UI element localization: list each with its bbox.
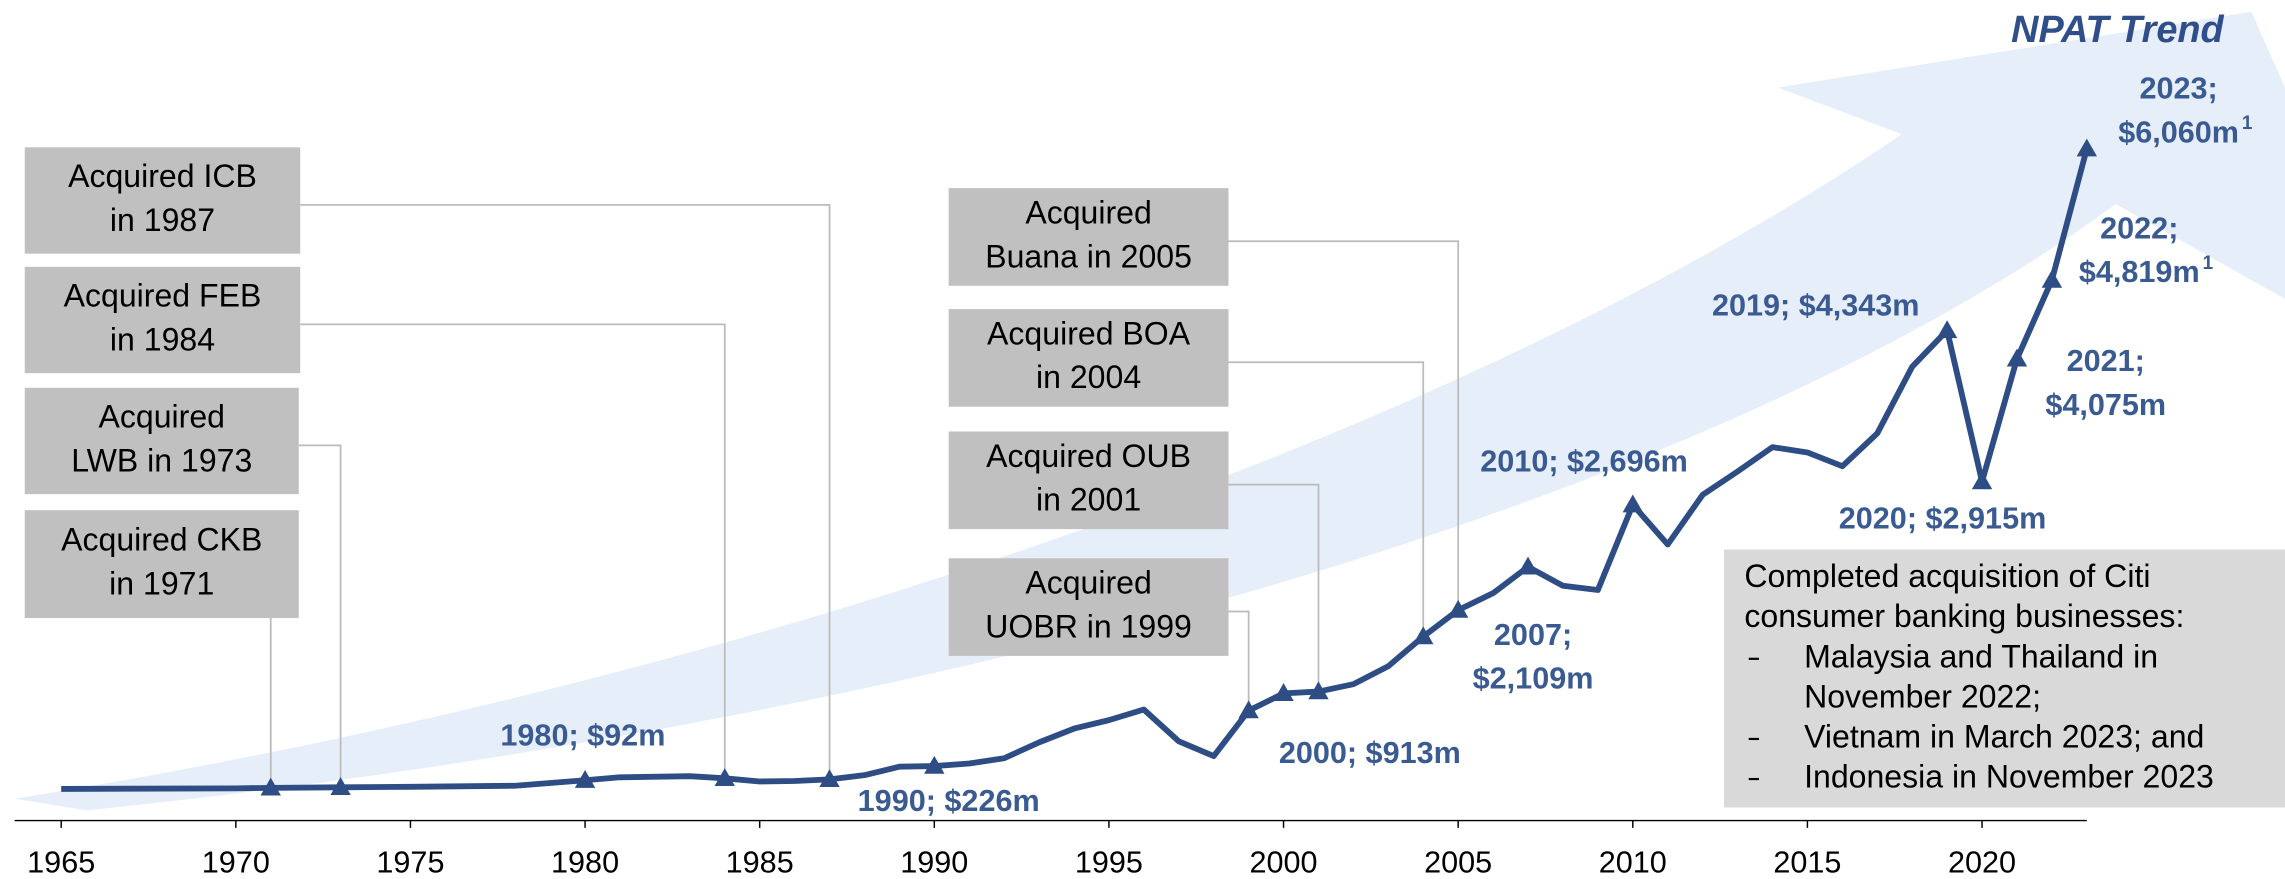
- acquisition-text: Acquired OUB: [986, 438, 1191, 474]
- note-bullet-text: Malaysia and Thailand in: [1804, 638, 2158, 674]
- point-label: $6,060m: [2118, 115, 2239, 149]
- connector: [300, 323, 726, 779]
- acquisition-box: [24, 266, 301, 374]
- marker: [1622, 494, 1643, 513]
- marker: [819, 769, 840, 788]
- marker: [1308, 681, 1329, 700]
- marker: [1447, 599, 1469, 618]
- acquisition-text: in 2001: [1036, 482, 1141, 518]
- marker: [1413, 626, 1434, 645]
- marker: [574, 770, 596, 788]
- point-label: 2022;: [2100, 211, 2178, 245]
- marker: [1936, 320, 1958, 339]
- marker: [1238, 700, 1259, 719]
- acquisition-text: Acquired: [1025, 195, 1151, 231]
- acquisition-text: Acquired CKB: [61, 522, 262, 558]
- marker: [330, 777, 351, 795]
- acquisition-text: Acquired FEB: [64, 278, 262, 314]
- connector: [298, 444, 342, 788]
- connector: [1228, 483, 1320, 692]
- point-label: 2020; $2,915m: [1839, 501, 2047, 535]
- marker: [714, 768, 735, 786]
- point-label: 2007;: [1494, 618, 1572, 652]
- note-box: [1723, 549, 2285, 808]
- acquisition-text: in 1984: [110, 321, 215, 357]
- acquisition-text: Acquired: [1025, 565, 1151, 601]
- acquisition-box: [948, 558, 1229, 656]
- marker: [1273, 683, 1294, 702]
- marker: [2076, 138, 2098, 157]
- connector: [1228, 240, 1460, 611]
- footnote-mark: 1: [2242, 113, 2253, 134]
- x-tick-label: 1965: [27, 845, 95, 879]
- x-tick-label: 2000: [1250, 845, 1318, 879]
- point-label: 2010; $2,696m: [1480, 445, 1688, 479]
- point-label: 2021;: [2067, 344, 2145, 378]
- marker: [2041, 269, 2063, 288]
- point-label: $2,109m: [1473, 662, 1594, 696]
- point-label: $4,075m: [2045, 388, 2166, 422]
- acquisition-box: [948, 309, 1229, 407]
- acquisition-box: [948, 431, 1229, 530]
- point-label: $4,819m: [2079, 255, 2200, 289]
- acquisition-text: in 1987: [110, 202, 215, 238]
- connector: [1228, 361, 1425, 637]
- marker: [1517, 556, 1539, 575]
- acquisition-text: Acquired ICB: [68, 158, 257, 194]
- acquisition-box: [24, 510, 299, 619]
- acquisition-text: Acquired BOA: [987, 316, 1191, 352]
- x-tick-label: 1975: [376, 845, 444, 879]
- point-label: 2023;: [2139, 72, 2217, 106]
- acquisition-text: in 2004: [1036, 359, 1141, 395]
- marker: [2006, 348, 2028, 367]
- point-label: 2000; $913m: [1279, 736, 1461, 770]
- point-label: 1980; $92m: [500, 719, 665, 753]
- chart-title: NPAT Trend: [2011, 9, 2224, 51]
- x-tick-label: 1985: [726, 845, 794, 879]
- x-tick-label: 1980: [551, 845, 619, 879]
- marker: [924, 755, 945, 774]
- note-bullet-text: Indonesia in November 2023: [1804, 759, 2214, 795]
- footnote-mark: 1: [2203, 253, 2214, 274]
- acquisition-box: [948, 188, 1229, 286]
- acquisition-text: LWB in 1973: [71, 442, 252, 478]
- acquisition-box: [24, 387, 299, 495]
- x-tick-label: 2010: [1599, 845, 1667, 879]
- note-text: Completed acquisition of Citi: [1744, 558, 2150, 594]
- point-label: 2019; $4,343m: [1712, 289, 1920, 323]
- background-arrow: [14, 11, 2285, 811]
- note-text: consumer banking businesses:: [1744, 598, 2184, 634]
- connector: [1228, 610, 1250, 711]
- acquisition-text: Acquired: [99, 399, 225, 435]
- note-bullet-text: Vietnam in March 2023; and: [1804, 718, 2204, 754]
- point-label: 1990; $226m: [858, 784, 1040, 818]
- acquisition-text: Buana in 2005: [985, 238, 1192, 274]
- x-tick-label: 2005: [1424, 845, 1492, 879]
- x-tick-label: 1995: [1075, 845, 1143, 879]
- acquisition-text: in 1971: [109, 565, 214, 601]
- connector: [300, 204, 831, 780]
- x-tick-label: 2015: [1773, 845, 1841, 879]
- acquisition-box: [24, 147, 301, 254]
- marker: [260, 777, 281, 796]
- note-bullet-text: November 2022;: [1804, 678, 2041, 714]
- acquisition-text: UOBR in 1999: [985, 608, 1192, 644]
- x-tick-label: 1970: [202, 845, 270, 879]
- x-tick-label: 1990: [900, 845, 968, 879]
- marker: [1971, 471, 1993, 490]
- x-tick-label: 2020: [1948, 845, 2016, 879]
